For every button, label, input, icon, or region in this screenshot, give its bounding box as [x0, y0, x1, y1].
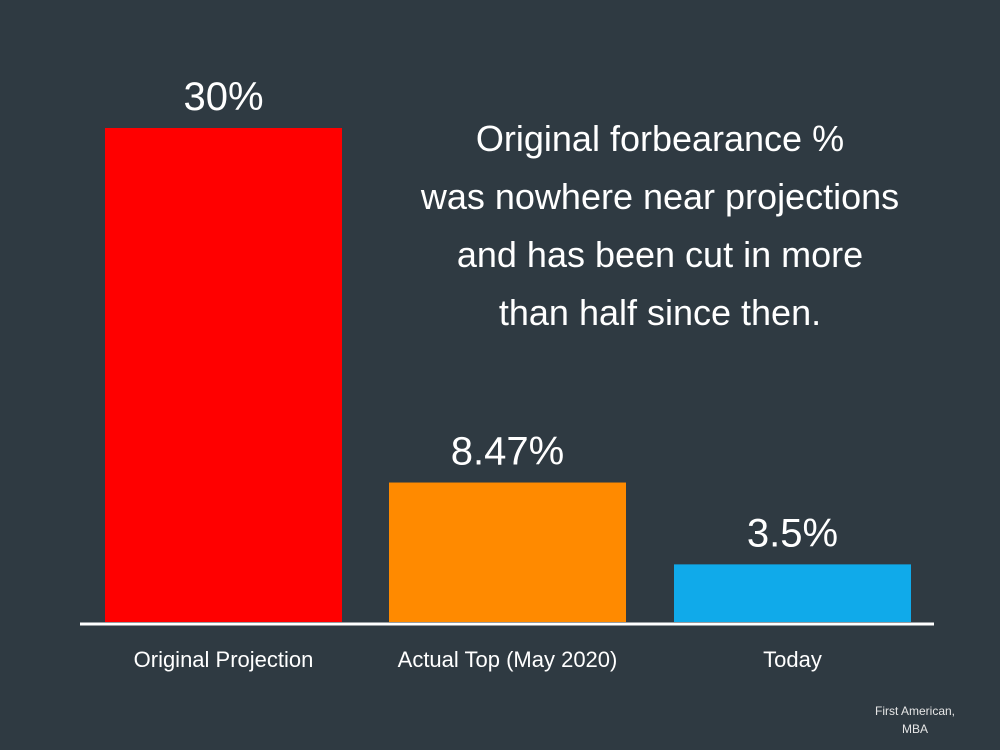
category-label-2: Actual Top (May 2020): [398, 647, 618, 672]
category-label-3: Today: [763, 647, 822, 672]
value-label-1: 30%: [183, 75, 263, 119]
value-label-2: 8.47%: [451, 430, 564, 474]
source-line-2: MBA: [901, 722, 928, 736]
value-labels-layer: 30% 8.47% 3.5%: [183, 75, 838, 555]
annotation-line-4: than half since then.: [498, 292, 822, 333]
value-label-3: 3.5%: [747, 511, 838, 555]
category-labels-layer: Original Projection Actual Top (May 2020)…: [134, 647, 822, 672]
source-line-1: First American,: [874, 704, 955, 718]
source-credit: First American, MBA: [840, 702, 990, 738]
category-label-1: Original Projection: [134, 647, 314, 672]
bar-2: [389, 482, 626, 622]
annotation-line-1: Original forbearance %: [475, 118, 845, 159]
chart-annotation: Original forbearance % was nowhere near …: [380, 110, 940, 342]
bar-1: [105, 128, 342, 622]
annotation-line-3: and has been cut in more: [456, 234, 864, 275]
bars-layer: [105, 128, 911, 622]
bar-3: [674, 564, 911, 622]
annotation-line-2: was nowhere near projections: [420, 176, 900, 217]
